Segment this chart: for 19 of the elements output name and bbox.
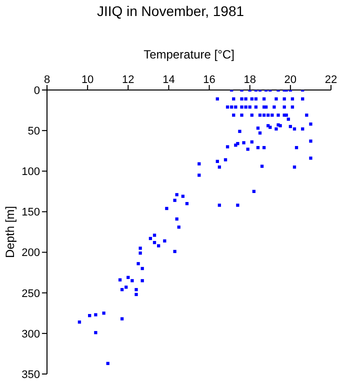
y-tick-label: 50 [28,125,40,138]
y-tick-label: 150 [22,206,40,219]
y-tick-label: 200 [22,247,40,260]
y-tick-label: 300 [22,328,40,340]
y-axis-title: Depth [m] [3,206,17,258]
x-tick-label: 8 [44,74,50,86]
chart-title: JIIQ in November, 1981 [96,3,246,19]
y-tick-label: 0 [34,84,40,97]
y-tick-label: 350 [22,368,40,381]
x-tick-label: 18 [244,74,256,86]
y-tick-label: 100 [22,166,40,178]
x-tick-label: 20 [284,74,297,86]
x-tick-label: 14 [162,74,175,86]
x-tick-label: 16 [203,74,216,86]
x-tick-label: 10 [81,74,94,86]
y-tick-label: 250 [22,288,40,300]
x-tick-label: 12 [122,74,134,86]
x-tick-label: 22 [324,74,338,86]
x-axis-title: Temperature [°C] [144,48,234,62]
